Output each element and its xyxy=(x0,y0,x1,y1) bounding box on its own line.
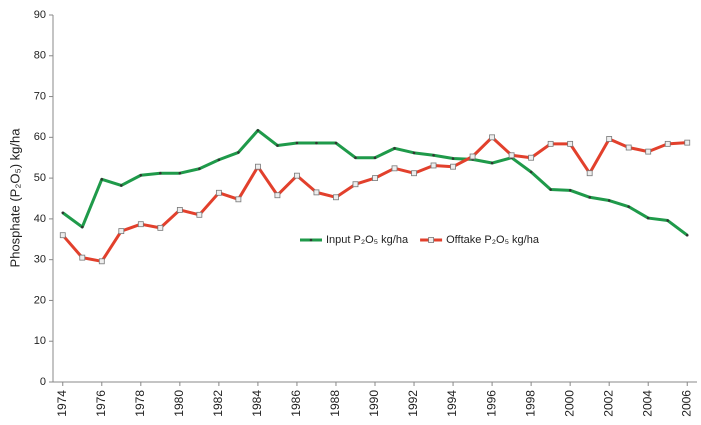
point xyxy=(411,170,417,177)
point xyxy=(490,161,494,165)
point xyxy=(451,157,455,160)
point xyxy=(61,211,65,215)
point xyxy=(391,165,398,172)
x-tick-label: 1984 xyxy=(250,390,264,417)
point xyxy=(627,205,630,208)
x-tick-label: 1976 xyxy=(94,390,108,417)
y-tick-label: 20 xyxy=(34,294,46,306)
y-tick-label: 50 xyxy=(34,172,46,184)
point xyxy=(645,148,652,155)
point xyxy=(606,136,613,142)
point xyxy=(235,196,242,203)
point xyxy=(393,147,396,150)
point xyxy=(625,144,632,151)
point xyxy=(159,171,162,175)
y-tick-label: 30 xyxy=(34,254,46,266)
point xyxy=(430,162,437,169)
point xyxy=(528,154,535,161)
y-tick-label: 60 xyxy=(34,131,46,143)
point xyxy=(549,188,552,191)
point xyxy=(294,172,300,179)
x-tick-label: 2000 xyxy=(562,390,576,417)
legend-label: Offtake P₂O₅ kg/ha xyxy=(446,234,540,246)
y-tick-label: 70 xyxy=(34,90,46,102)
point xyxy=(59,232,66,239)
x-tick-label: 2004 xyxy=(640,390,654,417)
point xyxy=(198,167,201,171)
x-tick-label: 2006 xyxy=(679,390,693,417)
point xyxy=(352,181,359,188)
point xyxy=(333,194,339,201)
point xyxy=(98,258,105,265)
legend-marker xyxy=(309,238,313,242)
point xyxy=(412,151,416,155)
legend-label: Input P₂O₅ kg/ha xyxy=(326,234,409,246)
y-tick-label: 90 xyxy=(34,9,46,21)
x-tick-label: 1974 xyxy=(55,390,69,417)
point xyxy=(178,171,182,175)
point xyxy=(255,163,261,170)
point xyxy=(469,153,476,160)
point xyxy=(157,224,164,231)
point xyxy=(295,141,299,145)
point xyxy=(100,178,104,181)
x-tick-label: 1996 xyxy=(484,390,498,417)
point xyxy=(139,173,143,177)
point xyxy=(176,207,183,213)
point xyxy=(529,170,533,174)
y-tick-label: 0 xyxy=(40,376,46,388)
point xyxy=(80,225,84,229)
point xyxy=(432,153,435,157)
point xyxy=(237,151,240,154)
point xyxy=(215,189,222,196)
point xyxy=(120,184,123,187)
point xyxy=(568,189,572,192)
point xyxy=(489,134,495,141)
x-tick-label: 1986 xyxy=(289,390,303,417)
point xyxy=(137,221,144,228)
point xyxy=(256,129,260,132)
x-tick-label: 1992 xyxy=(406,390,420,417)
y-axis-label: Phosphate (P₂O₅) kg/ha xyxy=(7,128,22,268)
point xyxy=(372,175,378,182)
point xyxy=(646,216,650,220)
point xyxy=(450,163,456,170)
point xyxy=(313,189,320,196)
point xyxy=(664,140,671,147)
point xyxy=(684,139,691,146)
point xyxy=(588,195,591,199)
point xyxy=(315,141,318,145)
point xyxy=(276,144,279,147)
x-tick-label: 1980 xyxy=(172,390,186,417)
x-tick-label: 1994 xyxy=(445,390,459,417)
x-tick-label: 1998 xyxy=(523,390,537,417)
point xyxy=(354,156,357,160)
x-tick-label: 2002 xyxy=(601,390,615,417)
point xyxy=(373,156,377,160)
y-tick-label: 10 xyxy=(34,335,46,347)
y-tick-label: 40 xyxy=(34,213,46,225)
point xyxy=(79,254,86,261)
point xyxy=(118,228,125,235)
point xyxy=(685,233,689,237)
point xyxy=(666,219,670,222)
point xyxy=(508,152,515,159)
x-tick-label: 1988 xyxy=(328,390,342,417)
x-tick-label: 1990 xyxy=(367,390,381,417)
point xyxy=(586,170,593,177)
point xyxy=(274,192,281,199)
point xyxy=(217,158,221,162)
series-line xyxy=(61,128,689,237)
y-tick-label: 80 xyxy=(34,50,46,62)
legend-marker xyxy=(428,237,434,243)
point xyxy=(607,199,611,202)
point xyxy=(567,140,574,147)
point xyxy=(196,211,203,218)
point xyxy=(334,141,338,145)
point xyxy=(547,140,554,147)
x-tick-label: 1978 xyxy=(133,390,147,417)
x-tick-label: 1982 xyxy=(211,390,225,417)
